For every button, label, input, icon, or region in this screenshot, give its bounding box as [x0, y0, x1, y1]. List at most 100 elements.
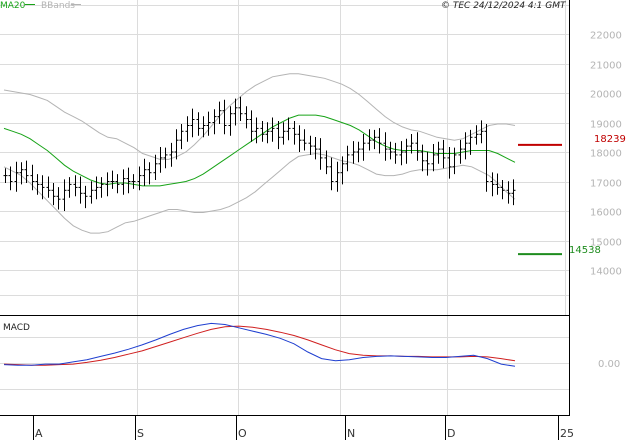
- time-axis: A S O N D 25: [33, 416, 574, 440]
- y-tick-label: 18000: [590, 149, 622, 160]
- ohlc-bar: [30, 164, 35, 191]
- ohlc-bar: [179, 124, 184, 150]
- ohlc-bar: [388, 141, 393, 160]
- ohlc-bar: [372, 129, 377, 150]
- ohlc-bar: [163, 147, 168, 169]
- ohlc-bar: [452, 147, 457, 175]
- support-label: 14538: [569, 245, 601, 256]
- copyright-notice: © TEC 24/12/2024 4:1 GMT: [441, 1, 567, 11]
- ohlc-bar: [3, 168, 8, 183]
- ohlc-bar: [415, 132, 420, 161]
- ohlc-bar: [105, 172, 110, 197]
- ohlc-bar: [281, 122, 286, 145]
- ohlc-bar: [185, 116, 190, 142]
- ohlc-bar: [19, 162, 24, 185]
- ohlc-bar: [335, 161, 340, 192]
- macd-title: MACD: [3, 323, 30, 333]
- ohlc-bar: [431, 144, 436, 172]
- ohlc-bar: [94, 176, 99, 200]
- y-tick-label: 20000: [590, 90, 622, 101]
- ohlc-bar: [458, 139, 463, 164]
- macd-line: [3, 322, 516, 367]
- ohlc-bar: [78, 176, 83, 204]
- ohlc-bar: [40, 175, 45, 200]
- ohlc-bar: [356, 141, 361, 163]
- ohlc-bar: [270, 117, 275, 142]
- bband-upper: [3, 73, 516, 160]
- month-label: N: [347, 427, 355, 440]
- legend: MA20 BBands: [0, 1, 81, 11]
- ohlc-bar: [329, 157, 334, 191]
- price-panel: 14000 15000 16000 17000 18000 19000 20000 21000…: [0, 0, 622, 315]
- ohlc-bar: [206, 111, 211, 136]
- legend-bbands-label: BBands: [41, 1, 75, 11]
- ohlc-bar: [212, 109, 217, 135]
- ohlc-bar: [228, 106, 233, 136]
- ohlc-bar: [276, 121, 281, 150]
- price-grid: [0, 0, 569, 315]
- ohlc-bar: [217, 101, 222, 124]
- price-levels: [518, 143, 562, 256]
- ohlc-bar: [297, 125, 302, 152]
- ohlc-bar: [121, 169, 126, 195]
- ohlc-bar: [367, 129, 372, 151]
- ohlc-bar: [35, 174, 40, 195]
- month-label: S: [137, 427, 144, 440]
- ohlc-bar: [51, 183, 56, 206]
- macd-zero-label: 0.00: [598, 359, 620, 370]
- ohlc-bar: [62, 179, 67, 211]
- ohlc-bar: [126, 167, 131, 194]
- ohlc-bar: [436, 141, 441, 164]
- ohlc-bar: [260, 121, 265, 142]
- ohlc-bar: [425, 151, 430, 176]
- ohlc-bar: [490, 172, 495, 197]
- ohlc-bar: [201, 116, 206, 138]
- ohlc-bar: [89, 181, 94, 204]
- ohlc-bar: [447, 147, 452, 179]
- y-tick-label: 21000: [590, 61, 622, 72]
- macd-lines: [3, 322, 516, 367]
- ohlc-bar: [254, 117, 259, 144]
- y-tick-label: 16000: [590, 208, 622, 219]
- ohlc-bar: [463, 132, 468, 160]
- ohlc-bar: [8, 166, 13, 191]
- macd-signal-line: [3, 325, 516, 366]
- ohlc-bar: [383, 132, 388, 161]
- ohlc-bar: [142, 158, 147, 186]
- legend-ma20-label: MA20: [0, 1, 26, 11]
- ohlc-bar: [506, 181, 511, 204]
- ohlc-bar: [361, 134, 366, 161]
- ohlc-bar: [222, 99, 227, 135]
- ohlc-bar: [393, 142, 398, 164]
- ohlc-bar: [484, 124, 489, 192]
- macd-panel: MACD 0.00: [0, 316, 620, 415]
- ohlc-bar: [24, 160, 29, 183]
- ohlc-bar: [169, 142, 174, 167]
- ohlc-bar: [147, 162, 152, 185]
- ohlc-bar: [99, 177, 104, 198]
- ohlc-bar: [131, 174, 136, 189]
- ohlc-bar: [265, 122, 270, 144]
- ohlc-bar: [511, 179, 516, 206]
- ohlc-bar: [115, 174, 120, 194]
- ohlc-bar: [351, 141, 356, 164]
- y-tick-label: 22000: [590, 31, 622, 42]
- ohlc-bar: [324, 150, 329, 175]
- ohlc-bar: [67, 177, 72, 198]
- ohlc-bar: [196, 112, 201, 136]
- ohlc-bars: [3, 96, 516, 211]
- ohlc-bar: [238, 96, 243, 121]
- ohlc-bar: [345, 145, 350, 172]
- ohlc-bar: [441, 139, 446, 169]
- price-y-axis: 14000 15000 16000 17000 18000 19000 20000 21000…: [590, 31, 622, 278]
- ohlc-bar: [404, 138, 409, 164]
- ohlc-bar: [56, 187, 61, 210]
- ohlc-bar: [500, 180, 505, 200]
- y-tick-label: 17000: [590, 179, 622, 190]
- bband-lower: [3, 152, 516, 234]
- ohlc-bar: [308, 135, 313, 155]
- ohlc-bar: [292, 121, 297, 145]
- month-label: O: [238, 427, 247, 440]
- ohlc-bar: [377, 128, 382, 154]
